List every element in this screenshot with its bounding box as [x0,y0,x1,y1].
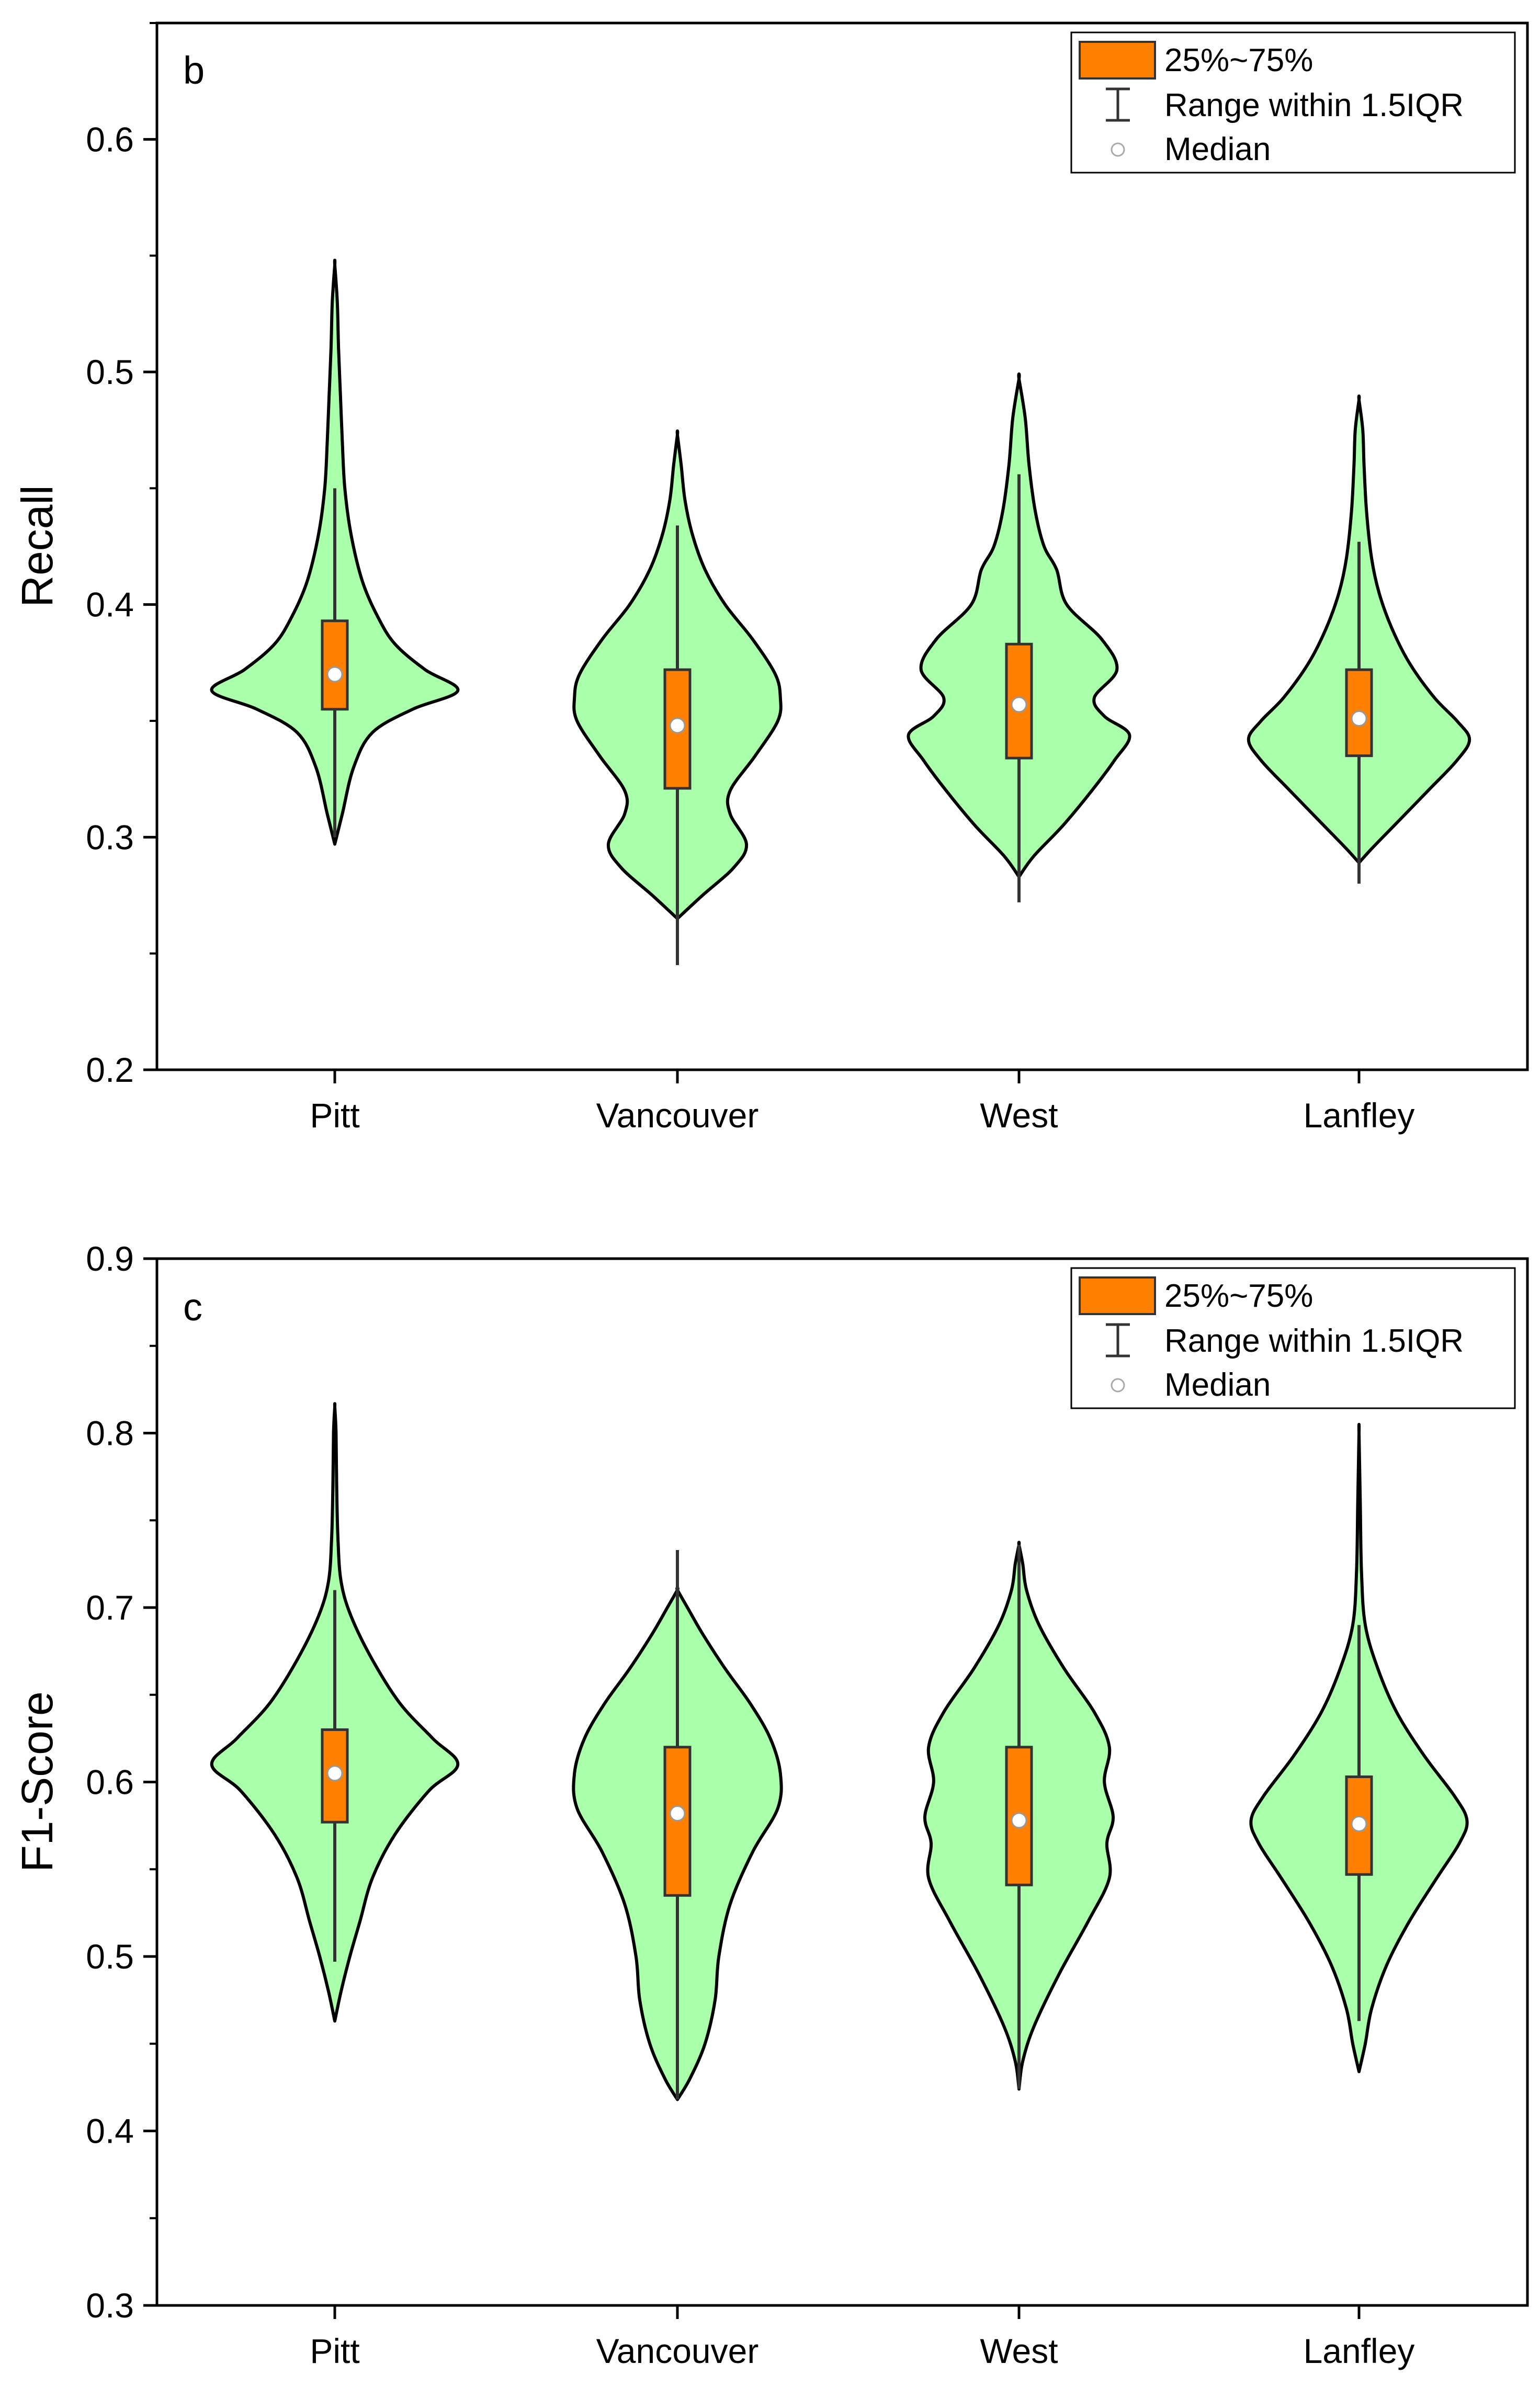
x-tick-label: Pitt [310,2332,359,2370]
plot-frame [155,21,1529,1071]
x-tick-label: Vancouver [596,2332,759,2370]
x-axis: Pitt Vancouver West Lanfley [310,2305,1414,2370]
legend-whisker-label: Range within 1.5IQR [1164,1323,1464,1359]
y-axis-title: Recall [13,485,62,607]
y-tick-label: 0.5 [86,1937,134,1976]
y-tick-label: 0.2 [86,1050,134,1089]
median-marker [326,666,343,683]
y-tick-label: 0.5 [86,353,134,391]
x-tick-label: Vancouver [596,1096,759,1135]
median-marker [669,1805,686,1822]
violins [210,1402,1469,2101]
legend: 25%~75% Range within 1.5IQR Median [1070,1267,1516,1409]
y-axis: 0.2 0.3 0.4 0.5 0.6 [86,22,157,1089]
violin-group-lanfley [1247,394,1471,884]
legend-whisker-label: Range within 1.5IQR [1164,87,1464,123]
violin-group-pitt [210,1402,460,2023]
y-tick-label: 0.3 [86,2286,134,2325]
iqr-box [1345,668,1373,757]
median-marker [1011,1812,1027,1829]
x-tick-label: Pitt [310,1096,359,1135]
legend-whisker-icon [1106,87,1130,122]
legend-median-label: Median [1164,131,1271,167]
x-tick-label: Lanfley [1304,2332,1415,2370]
y-tick-label: 0.4 [86,585,134,624]
recall-panel: b Recall 0.2 0.3 0.4 0.5 0.6 Pitt Vancouver We… [13,21,1529,1135]
violins [210,258,1471,965]
median-marker [669,717,686,734]
f1-score-panel: c F1-Score 0.3 0.4 0.5 0.6 0.7 0.8 0.9 Pitt Van… [13,1239,1529,2370]
legend-median-label: Median [1164,1367,1271,1403]
legend-iqr-label: 25%~75% [1164,42,1313,78]
violin-group-vancouver [572,429,783,965]
violin-group-vancouver [572,1549,783,2101]
iqr-box [321,619,349,711]
legend-iqr-swatch [1079,1276,1156,1315]
y-axis: 0.3 0.4 0.5 0.6 0.7 0.8 0.9 [86,1239,157,2325]
legend-median-icon [1111,1378,1125,1393]
median-marker [1351,710,1367,727]
panel-label: b [183,49,205,92]
legend-iqr-label: 25%~75% [1164,1278,1313,1314]
y-tick-label: 0.7 [86,1588,134,1627]
x-tick-label: West [980,1096,1058,1135]
y-tick-label: 0.8 [86,1414,134,1453]
y-axis-title: F1-Score [13,1691,62,1872]
legend-median-icon [1111,142,1125,157]
y-tick-label: 0.4 [86,2112,134,2151]
x-tick-label: Lanfley [1304,1096,1415,1135]
x-tick-label: West [980,2332,1058,2370]
median-marker [1011,696,1027,713]
median-marker [1351,1816,1367,1833]
median-marker [326,1765,343,1782]
y-tick-label: 0.3 [86,818,134,856]
panel-label: c [183,1285,202,1329]
violin-group-west [907,372,1131,902]
violin-group-pitt [210,258,460,846]
legend-whisker-icon [1106,1323,1130,1358]
legend-iqr-swatch [1079,41,1156,80]
y-tick-label: 0.6 [86,120,134,159]
iqr-box [1005,642,1033,760]
legend: 25%~75% Range within 1.5IQR Median [1070,31,1516,174]
violin-group-lanfley [1249,1422,1469,2074]
violin-group-west [923,1541,1115,2091]
x-axis: Pitt Vancouver West Lanfley [310,1070,1414,1135]
y-tick-label: 0.9 [86,1239,134,1278]
y-tick-label: 0.6 [86,1763,134,1802]
